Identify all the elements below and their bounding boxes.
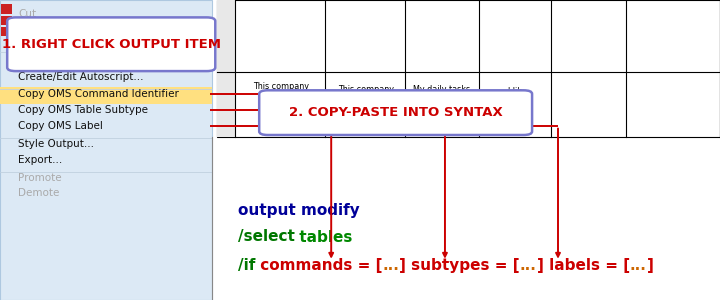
- Bar: [1, 16, 12, 25]
- Text: /if: /if: [238, 258, 255, 273]
- Text: This company
supports me
in my work.: This company supports me in my work.: [338, 85, 394, 117]
- Text: Create/Edit Autoscript...: Create/Edit Autoscript...: [18, 71, 143, 82]
- Text: ] subtypes = [: ] subtypes = [: [400, 258, 520, 273]
- Text: I lik
colle: I lik colle: [505, 87, 524, 108]
- Text: Copy OMS Label: Copy OMS Label: [18, 121, 103, 131]
- Text: tables: tables: [294, 230, 353, 244]
- Text: Cut: Cut: [18, 9, 36, 20]
- FancyBboxPatch shape: [7, 17, 215, 71]
- Text: commands = [: commands = [: [255, 258, 382, 273]
- Text: output modify: output modify: [238, 202, 359, 217]
- Text: ]: ]: [647, 258, 654, 273]
- Text: This company
takes good
care of its
employees.: This company takes good care of its empl…: [253, 82, 309, 125]
- Bar: [217, 0, 720, 136]
- Text: Demote: Demote: [18, 188, 59, 199]
- Text: ...: ...: [630, 258, 647, 273]
- Text: Promote: Promote: [18, 173, 62, 183]
- Text: /select: /select: [238, 230, 294, 244]
- Text: Style Output...: Style Output...: [18, 139, 94, 149]
- Text: Copy OMS Table Subtype: Copy OMS Table Subtype: [18, 105, 148, 115]
- Text: My daily tasks
are
interesting.: My daily tasks are interesting.: [413, 85, 470, 117]
- FancyBboxPatch shape: [259, 90, 532, 135]
- Text: Copy OMS Command Identifier: Copy OMS Command Identifier: [18, 89, 179, 100]
- Text: Co: Co: [18, 22, 32, 32]
- Text: ] labels = [: ] labels = [: [537, 258, 630, 273]
- Text: Export...: Export...: [18, 154, 62, 165]
- Bar: [0, 0, 212, 300]
- Text: 2. COPY-PASTE INTO SYNTAX: 2. COPY-PASTE INTO SYNTAX: [289, 106, 503, 119]
- Text: ...: ...: [382, 258, 400, 273]
- Bar: [1, 4, 12, 14]
- Bar: [1, 27, 12, 36]
- Text: Paste After: Paste After: [18, 56, 75, 66]
- Bar: [0, 87, 212, 104]
- Text: 1. RIGHT CLICK OUTPUT ITEM: 1. RIGHT CLICK OUTPUT ITEM: [1, 38, 221, 51]
- Text: ...: ...: [520, 258, 537, 273]
- Text: Co: Co: [18, 34, 32, 45]
- Bar: [217, 0, 235, 136]
